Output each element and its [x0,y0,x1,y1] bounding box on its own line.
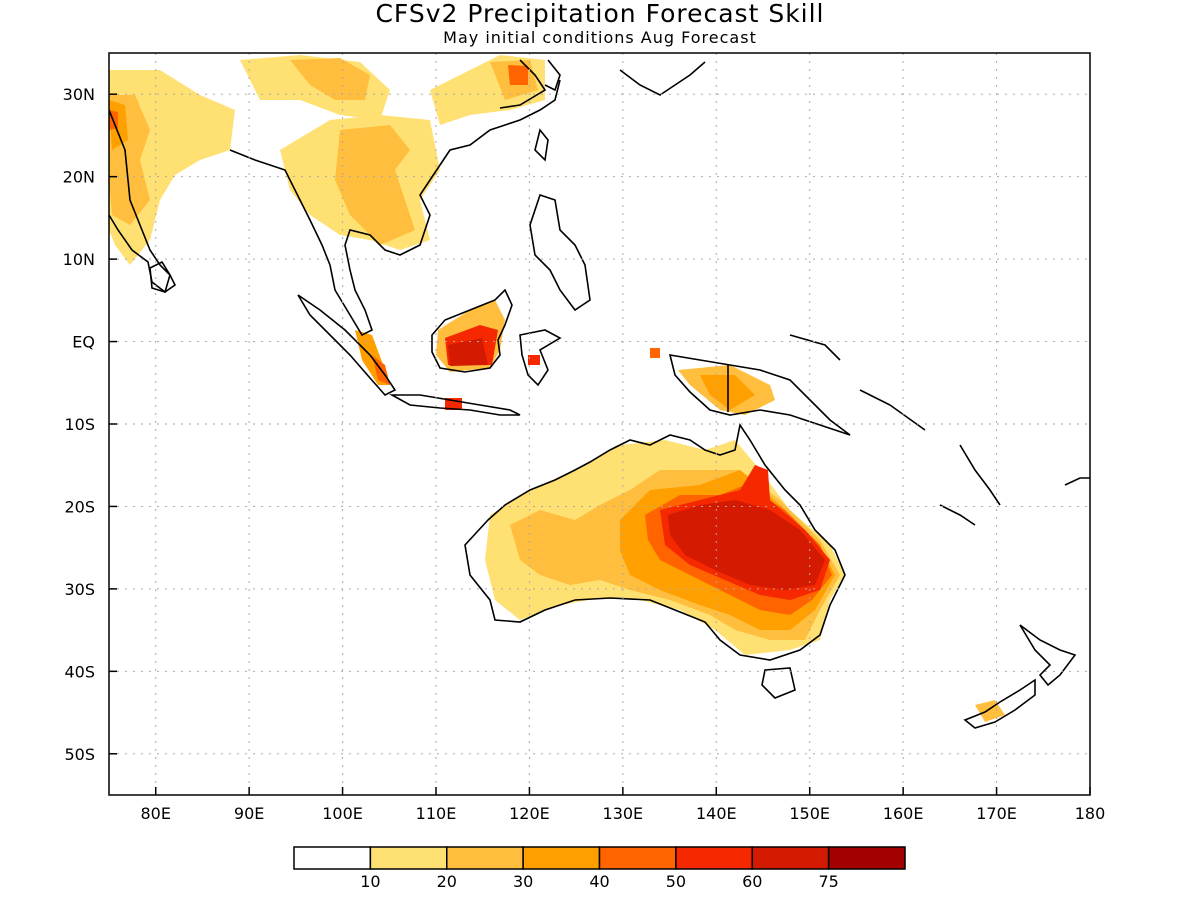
shading-china-peak [508,65,528,85]
lat-tick-label: 20S [64,497,95,516]
coast-sulawesi [519,329,562,387]
coast-sumatra [297,294,397,396]
lat-tick-label: 30S [64,580,95,599]
colorbar-label: 75 [818,872,838,891]
colorbar: 10 20 30 40 50 60 75 [293,846,906,891]
lon-tick-label: 180 [1075,804,1106,823]
coast-new-caledonia [939,504,976,526]
coast-philippines [529,193,591,312]
shading-tibet-core [290,58,370,100]
lat-tick-label: 30N [63,85,95,104]
shading-new-zealand [975,700,1005,722]
chart-title: CFSv2 Precipitation Forecast Skill [375,0,825,28]
colorbar-swatch [369,846,448,870]
colorbar-label: 30 [513,872,533,891]
lon-tick-label: 150E [789,804,830,823]
shading-sulawesi [528,355,540,365]
lon-axis: 80E 90E 100E 110E 120E 130E 140E 150E 160E 170E 18… [140,787,1105,823]
coast-japan [619,61,706,96]
shading-halmahera [650,348,660,358]
gridlines [109,53,1090,795]
lat-tick-label: 20N [63,168,95,187]
coast-sri-lanka [149,260,171,294]
colorbar-label: 10 [360,872,380,891]
coast-china-north [499,59,547,109]
colorbar-swatch [598,846,677,870]
colorbar-swatch [522,846,601,870]
lon-tick-label: 80E [140,804,170,823]
coastlines [109,59,1090,729]
coast-solomons [859,389,926,431]
lon-tick-label: 130E [603,804,644,823]
coast-taiwan [534,128,549,162]
lat-tick-label: 50S [64,745,95,764]
lat-tick-label: 40S [64,662,95,681]
lon-tick-label: 100E [322,804,363,823]
shading-australia-75 [668,500,825,590]
coast-borneo [431,288,513,373]
colorbar-label: 50 [666,872,686,891]
colorbar-swatch [446,846,524,870]
colorbar-swatch [827,846,906,870]
lat-tick-label: 10S [64,415,95,434]
lon-tick-label: 160E [883,804,924,823]
coast-australia [464,422,846,661]
coast-bay-of-bengal [229,149,331,266]
colorbar-label: 40 [589,872,609,891]
lat-tick-label: 10N [63,250,95,269]
coast-india [109,109,177,293]
coast-vanuatu-fiji [959,444,1001,506]
coast-korea [544,59,561,92]
lat-axis: 30N 20N 10N EQ 10S 20S 30S 40S 50S [63,85,117,764]
chart-subtitle: May initial conditions Aug Forecast [443,28,757,47]
coast-nz-north [1019,624,1077,687]
coast-malay-peninsula [329,79,561,337]
lon-tick-label: 120E [509,804,550,823]
lat-tick-label: EQ [72,333,95,352]
lon-tick-label: 170E [976,804,1017,823]
colorbar-swatch [293,846,372,870]
coast-fiji [1064,477,1090,486]
colorbar-swatch [675,846,753,870]
lon-tick-label: 90E [234,804,264,823]
coast-new-britain [789,334,841,361]
colorbar-label: 20 [437,872,457,891]
coast-new-guinea [668,354,851,436]
lon-tick-label: 110E [416,804,457,823]
shading-se-asia-core [335,125,415,245]
lon-tick-label: 140E [696,804,737,823]
coast-tasmania [761,667,796,699]
coast-nz-south [963,678,1036,729]
shading-borneo-core [448,338,488,366]
colorbar-swatch [751,846,830,870]
coast-java [388,394,521,416]
colorbar-label: 60 [742,872,762,891]
